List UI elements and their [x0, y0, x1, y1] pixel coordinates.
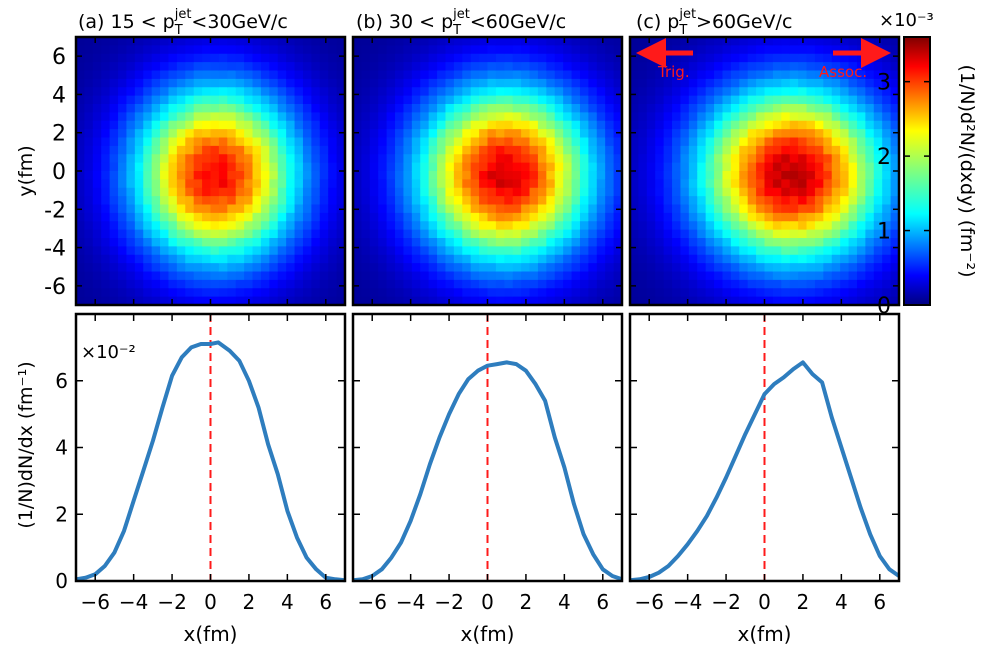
x-tick-label: 0 — [481, 590, 494, 614]
heatmap-panels — [74, 35, 901, 307]
x-tick-label: 4 — [558, 590, 571, 614]
x-tick-label: 6 — [596, 590, 609, 614]
colorbar-gradient — [903, 36, 931, 306]
profile-curve — [629, 360, 901, 583]
title-a: (a) 15 < pTjet<30GeV/c — [78, 7, 288, 38]
y-tick-label: 4 — [55, 436, 68, 460]
heatmap-y-tick-label: 2 — [52, 122, 66, 147]
x-axis-label: x(fm) — [738, 622, 792, 646]
x-tick-label: −2 — [157, 590, 186, 614]
colorbar-label: (1/N)d²N/(dxdy) (fm⁻²) — [956, 65, 978, 278]
profile-curve — [75, 340, 346, 583]
heatmap-y-tick-label: -4 — [44, 237, 66, 262]
heatmap-panel-a — [74, 35, 347, 307]
x-tick-label: 6 — [873, 590, 886, 614]
x-tick-label: 4 — [835, 590, 848, 614]
heatmap-y-label: y(fm) — [15, 145, 37, 196]
y-tick-label: 0 — [55, 569, 68, 593]
x-tick-label: 0 — [758, 590, 771, 614]
profile-panels: −6 −4 −2 0 2 4 6 0 2 4 6 x(fm) −6 −4 −2 0 2 4 6 x(fm) −6 −4 −2… — [55, 312, 901, 646]
profile-panel-a: −6 −4 −2 0 2 4 6 0 2 4 6 x(fm) — [55, 312, 347, 646]
colorbar-tick-label: 3 — [877, 71, 891, 96]
y-tick-label: 6 — [55, 369, 68, 393]
x-tick-label: 6 — [319, 590, 332, 614]
x-tick-label: −2 — [434, 590, 463, 614]
bottom-exponent: ×10⁻² — [81, 342, 136, 363]
x-axis-label: x(fm) — [461, 622, 515, 646]
heatmap-y-tick-label: -6 — [44, 275, 66, 300]
x-tick-label: 4 — [281, 590, 294, 614]
x-tick-label: −6 — [634, 590, 663, 614]
heatmap-y-tick-label: 0 — [52, 160, 66, 185]
heatmap-y-axis: 6 4 2 0 -2 -4 -6 — [44, 45, 66, 300]
title-c: (c) pTjet>60GeV/c — [636, 7, 792, 38]
x-tick-label: −2 — [711, 590, 740, 614]
x-tick-label: −4 — [396, 590, 425, 614]
assoc-label: Assoc. — [819, 63, 867, 81]
colorbar-tick-label: 1 — [877, 220, 891, 245]
trig-label: Trig. — [657, 63, 690, 81]
x-tick-label: −4 — [673, 590, 702, 614]
title-b: (b) 30 < pTjet<60GeV/c — [356, 7, 566, 38]
x-tick-label: −4 — [119, 590, 148, 614]
profile-curve — [352, 360, 623, 583]
heatmap-panel-b — [351, 35, 624, 307]
colorbar-tick-label: 2 — [877, 145, 891, 170]
y-tick-label: 2 — [55, 502, 68, 526]
x-tick-label: −6 — [357, 590, 386, 614]
heatmap-y-tick-label: 4 — [52, 83, 66, 108]
x-tick-label: −6 — [80, 590, 109, 614]
bottom-y-label: (1/N)dN/dx (fm⁻¹) — [15, 361, 37, 528]
profile-panel-b: −6 −4 −2 0 2 4 6 x(fm) — [351, 312, 624, 646]
heatmap-y-tick-label: 6 — [52, 45, 66, 70]
x-tick-label: 2 — [520, 590, 533, 614]
profile-panel-c: −6 −4 −2 0 2 4 6 x(fm) — [628, 312, 901, 646]
direction-arrows: Trig. Assoc. — [636, 38, 891, 81]
x-tick-label: 0 — [204, 590, 217, 614]
heatmap-y-tick-label: -2 — [44, 198, 66, 223]
x-tick-label: 2 — [243, 590, 256, 614]
x-tick-label: 2 — [797, 590, 810, 614]
x-axis-label: x(fm) — [184, 622, 238, 646]
colorbar-exponent: ×10⁻³ — [879, 10, 934, 31]
panel-titles: (a) 15 < pTjet<30GeV/c (b) 30 < pTjet<60… — [78, 7, 792, 38]
